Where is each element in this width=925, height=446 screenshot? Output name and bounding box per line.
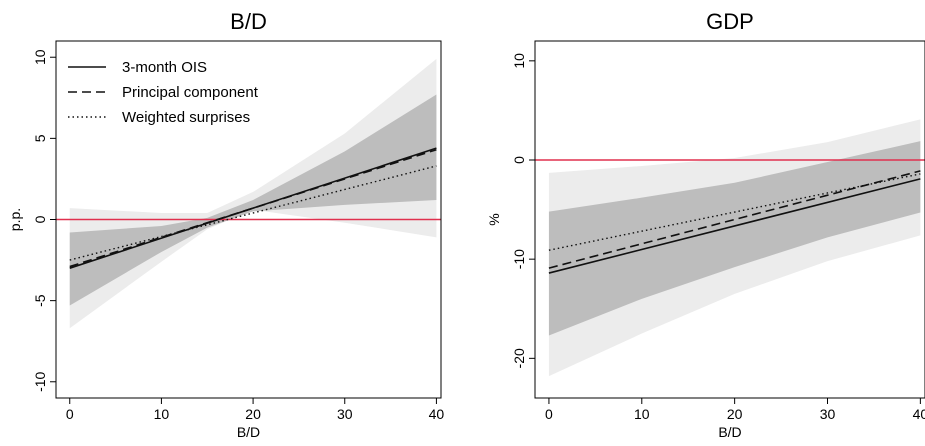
x-axis-label: B/D (237, 424, 260, 440)
series-line-1 (548, 178, 921, 274)
series-line-2 (548, 170, 921, 269)
y-tick-label: 10 (32, 49, 48, 65)
legend-entry: 3-month OIS (122, 59, 207, 76)
legend-entry: Principal component (122, 84, 259, 101)
x-tick-label: 30 (820, 406, 836, 422)
series-line-3 (69, 165, 437, 261)
x-tick-label: 40 (913, 406, 925, 422)
y-tick-label: -10 (32, 371, 48, 391)
x-tick-label: 10 (154, 406, 170, 422)
chart-panel-1: 0 10 20 30 40 -10 -5 0 5 10 B/D B/D p.p. 3-month OIS P… (7, 9, 444, 440)
y-tick-label: -20 (511, 348, 527, 368)
x-tick-label: 20 (727, 406, 743, 422)
series-line-2 (69, 148, 437, 268)
x-tick-label: 0 (66, 406, 74, 422)
series-line-1 (69, 147, 437, 269)
legend: 3-month OIS Principal component Weighted s… (68, 59, 259, 126)
chart-panel-2: 0 10 20 30 40 -20 -10 0 10 GDP B/D% (486, 9, 925, 440)
y-axis-label: p.p. (7, 208, 23, 231)
x-tick-label: 30 (337, 406, 353, 422)
confidence-band-inner (69, 94, 437, 306)
x-tick-label: 10 (634, 406, 650, 422)
series-line-3 (548, 173, 921, 251)
chart-title: GDP (706, 9, 754, 34)
confidence-band-outer (69, 58, 437, 329)
chart-title: B/D (230, 9, 267, 34)
y-axis-label: % (486, 213, 502, 225)
y-tick-label: 0 (511, 156, 527, 164)
x-tick-label: 0 (545, 406, 553, 422)
plot-frame (534, 40, 925, 399)
confidence-band-inner (548, 141, 921, 336)
y-tick-label: 10 (511, 53, 527, 69)
x-tick-label: 20 (245, 406, 261, 422)
y-tick-label: 0 (32, 215, 48, 223)
legend-entry: Weighted surprises (122, 109, 250, 126)
y-tick-label: -5 (32, 294, 48, 307)
y-tick-label: 5 (32, 134, 48, 142)
x-axis-label: B/D (718, 424, 741, 440)
x-tick-label: 40 (429, 406, 445, 422)
y-tick-label: -10 (511, 249, 527, 269)
